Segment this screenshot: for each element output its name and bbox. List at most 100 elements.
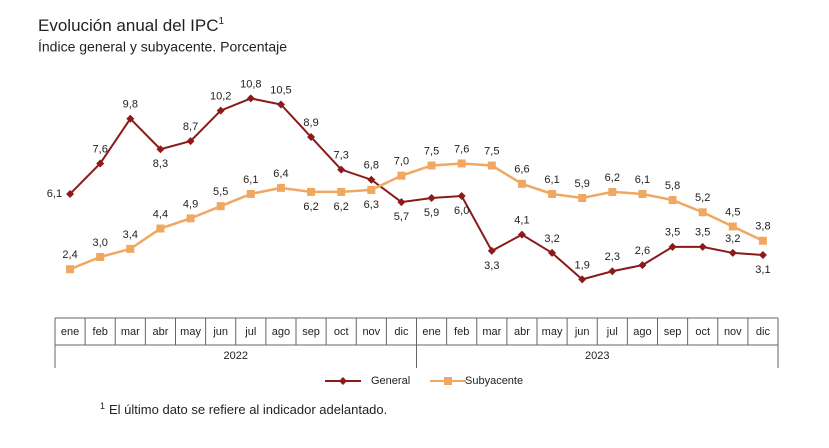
data-point	[186, 137, 195, 146]
data-point	[397, 198, 406, 207]
x-tick-label: oct	[695, 326, 710, 338]
data-point	[758, 236, 767, 245]
data-label: 7,6	[454, 143, 469, 155]
data-point	[638, 189, 647, 198]
data-label: 3,8	[755, 221, 770, 233]
series-line	[69, 162, 764, 271]
data-point	[487, 246, 496, 255]
data-label: 6,3	[364, 199, 379, 211]
data-label: 8,9	[303, 117, 318, 129]
data-point	[216, 202, 225, 211]
data-label: 3,1	[755, 264, 770, 276]
data-label: 6,8	[364, 160, 379, 172]
data-point	[96, 253, 105, 261]
chart-title: Evolución anual del IPC1	[38, 16, 225, 36]
data-point	[307, 187, 316, 196]
x-tick-label: may	[542, 326, 563, 338]
data-label: 6,6	[514, 164, 529, 176]
title-marker: 1	[219, 16, 225, 27]
data-label: 5,8	[665, 180, 680, 192]
legend-marker	[339, 377, 347, 385]
data-point	[337, 165, 346, 174]
data-point	[698, 242, 707, 251]
data-point	[276, 183, 285, 192]
data-point	[367, 185, 376, 194]
legend-label: Subyacente	[465, 375, 523, 387]
data-point	[126, 244, 135, 253]
data-label: 5,9	[424, 207, 439, 219]
data-label: 10,2	[210, 91, 231, 103]
data-label: 3,5	[665, 227, 680, 239]
data-label: 3,0	[93, 237, 108, 249]
data-point	[578, 275, 587, 284]
x-tick-label: dic	[394, 326, 409, 338]
data-label: 8,3	[153, 158, 168, 170]
data-point	[548, 189, 557, 198]
data-label: 10,5	[270, 84, 291, 96]
data-point	[367, 175, 376, 184]
x-tick-label: jun	[574, 326, 590, 338]
data-point	[427, 161, 436, 170]
data-label: 2,6	[635, 245, 650, 257]
data-label: 3,4	[123, 229, 138, 241]
data-label: 6,1	[243, 174, 258, 186]
x-tick-label: ago	[633, 326, 651, 338]
footnote: 1 El último dato se refiere al indicador …	[100, 401, 387, 417]
footnote-text: El último dato se refiere al indicador a…	[109, 402, 387, 417]
x-tick-label: dic	[756, 326, 771, 338]
data-point	[337, 187, 346, 196]
data-point	[578, 194, 587, 203]
data-label: 7,3	[334, 149, 349, 161]
data-point	[728, 222, 737, 231]
data-point	[608, 187, 617, 196]
x-tick-label: abr	[152, 326, 168, 338]
data-point	[66, 265, 75, 274]
data-label: 3,2	[725, 233, 740, 245]
title-text: Evolución anual del IPC	[38, 16, 219, 35]
data-point	[397, 171, 406, 180]
data-point	[276, 100, 285, 109]
data-label: 6,1	[544, 174, 559, 186]
data-point	[427, 194, 436, 203]
legend-marker	[444, 377, 452, 385]
data-label: 7,0	[394, 156, 409, 168]
data-label: 6,2	[334, 201, 349, 213]
data-label: 6,4	[273, 168, 288, 180]
data-label: 3,3	[484, 260, 499, 272]
data-point	[126, 114, 135, 123]
data-label: 6,0	[454, 205, 469, 217]
x-group-label: 2023	[585, 350, 609, 362]
data-label: 2,3	[605, 251, 620, 263]
data-point	[66, 189, 75, 198]
data-point	[668, 242, 677, 251]
x-group-label: 2022	[224, 350, 248, 362]
series-line	[69, 97, 764, 281]
data-point	[698, 208, 707, 217]
x-tick-label: abr	[514, 326, 530, 338]
x-tick-label: sep	[302, 326, 320, 338]
data-point	[457, 192, 466, 200]
data-label: 7,5	[484, 145, 499, 157]
data-point	[457, 159, 466, 168]
data-label: 5,2	[695, 192, 710, 204]
x-tick-label: mar	[482, 326, 501, 338]
data-label: 3,2	[544, 233, 559, 245]
data-point	[517, 230, 526, 239]
chart-subtitle: Índice general y subyacente. Porcentaje	[38, 39, 287, 55]
data-label: 3,5	[695, 227, 710, 239]
data-point	[517, 179, 526, 188]
x-tick-label: jul	[244, 326, 256, 338]
x-tick-label: nov	[362, 326, 380, 338]
data-label: 7,5	[424, 145, 439, 157]
data-point	[548, 248, 557, 257]
data-point	[156, 224, 165, 233]
data-point	[307, 133, 316, 142]
data-label: 6,1	[47, 188, 62, 200]
data-label: 5,9	[575, 178, 590, 190]
data-point	[156, 145, 165, 154]
x-tick-label: jun	[212, 326, 228, 338]
data-point	[638, 261, 647, 270]
data-point	[608, 267, 617, 276]
data-point	[668, 196, 677, 205]
